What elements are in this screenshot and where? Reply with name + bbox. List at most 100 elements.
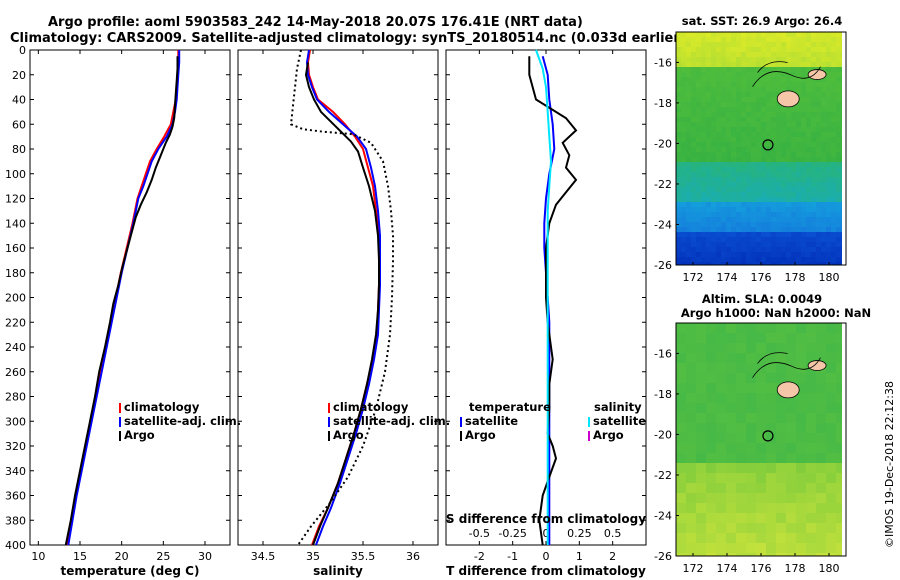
sst-cell: [766, 122, 772, 128]
sst-cell: [831, 232, 837, 238]
sst-cell: [831, 157, 837, 163]
sla-cell: [736, 333, 747, 344]
sla-cell: [696, 533, 707, 544]
sst-cell: [676, 102, 682, 108]
depth-tick-label: 200: [5, 292, 26, 305]
sst-cell: [681, 107, 687, 113]
sst-cell: [791, 217, 797, 223]
sst-cell: [766, 142, 772, 148]
sst-cell: [686, 72, 692, 78]
sst-cell: [716, 112, 722, 118]
sla-cell: [706, 543, 717, 554]
sst-cell: [766, 87, 772, 93]
sst-cell: [766, 192, 772, 198]
sst-cell: [826, 197, 832, 203]
sst-cell: [706, 132, 712, 138]
sla-cell: [836, 483, 847, 494]
sst-cell: [686, 122, 692, 128]
sst-cell: [791, 52, 797, 58]
sst-cell: [791, 237, 797, 243]
sst-cell: [681, 262, 687, 266]
sst-cell: [791, 127, 797, 133]
sst-cell: [801, 207, 807, 213]
sla-cell: [796, 353, 807, 364]
sst-cell: [691, 197, 697, 203]
sst-cell: [766, 177, 772, 183]
sst-cell: [811, 62, 817, 68]
sla-cell: [686, 353, 697, 364]
sla-cell: [826, 483, 837, 494]
sst-cell: [806, 107, 812, 113]
sst-cell: [681, 227, 687, 233]
sla-cell: [726, 473, 737, 484]
sla-cell: [686, 483, 697, 494]
sst-cell: [766, 112, 772, 118]
sst-cell: [836, 127, 842, 133]
sst-cell: [721, 97, 727, 103]
sla-cell: [836, 323, 847, 334]
sst-cell: [776, 132, 782, 138]
sla-cell: [796, 343, 807, 354]
sst-cell: [771, 232, 777, 238]
sst-cell: [791, 182, 797, 188]
sst-cell: [756, 202, 762, 208]
sst-cell: [716, 67, 722, 73]
sst-cell: [781, 242, 787, 248]
sst-cell: [786, 157, 792, 163]
sst-cell: [786, 37, 792, 43]
sla-cell: [756, 503, 767, 514]
sst-cell: [836, 187, 842, 193]
sla-cell: [786, 423, 797, 434]
sst-cell: [776, 117, 782, 123]
sst-cell: [711, 197, 717, 203]
sla-cell: [806, 533, 817, 544]
sst-cell: [781, 202, 787, 208]
sst-cell: [711, 262, 717, 266]
sst-cell: [791, 42, 797, 48]
sst-cell: [746, 167, 752, 173]
sst-cell: [696, 57, 702, 63]
sst-cell: [786, 262, 792, 266]
sst-cell: [676, 37, 682, 43]
sst-cell: [731, 137, 737, 143]
sst-cell: [746, 142, 752, 148]
sst-cell: [761, 212, 767, 218]
sst-cell: [711, 242, 717, 248]
sst-cell: [716, 227, 722, 233]
sst-cell: [771, 247, 777, 253]
sst-cell: [786, 112, 792, 118]
sst-cell: [826, 247, 832, 253]
sla-cell: [776, 443, 787, 454]
sla-cell: [826, 513, 837, 524]
sst-cell: [696, 252, 702, 258]
sst-cell: [801, 127, 807, 133]
sst-cell: [826, 67, 832, 73]
sst-cell: [786, 47, 792, 53]
sst-cell: [796, 252, 802, 258]
sst-cell: [741, 182, 747, 188]
sla-cell: [796, 373, 807, 384]
sla-cell: [706, 443, 717, 454]
sst-cell: [696, 67, 702, 73]
sla-cell: [766, 433, 777, 444]
temperature-tick-label: 30: [198, 550, 212, 563]
sst-cell: [806, 132, 812, 138]
sla-cell: [756, 423, 767, 434]
sst-cell: [786, 52, 792, 58]
sla-cell: [776, 423, 787, 434]
depth-tick-label: 140: [5, 217, 26, 230]
sst-cell: [786, 227, 792, 233]
sst-cell: [791, 152, 797, 158]
sla-cell: [766, 503, 777, 514]
sst-cell: [706, 222, 712, 228]
sst-cell: [676, 227, 682, 233]
sst-cell: [776, 107, 782, 113]
sst-cell: [681, 187, 687, 193]
sla-cell: [786, 453, 797, 464]
sst-cell: [756, 112, 762, 118]
sst-cell: [696, 42, 702, 48]
salinity-legend-label: climatology: [333, 400, 409, 414]
sst-cell: [716, 252, 722, 258]
sst-cell: [771, 222, 777, 228]
reef-outline: [757, 61, 788, 73]
